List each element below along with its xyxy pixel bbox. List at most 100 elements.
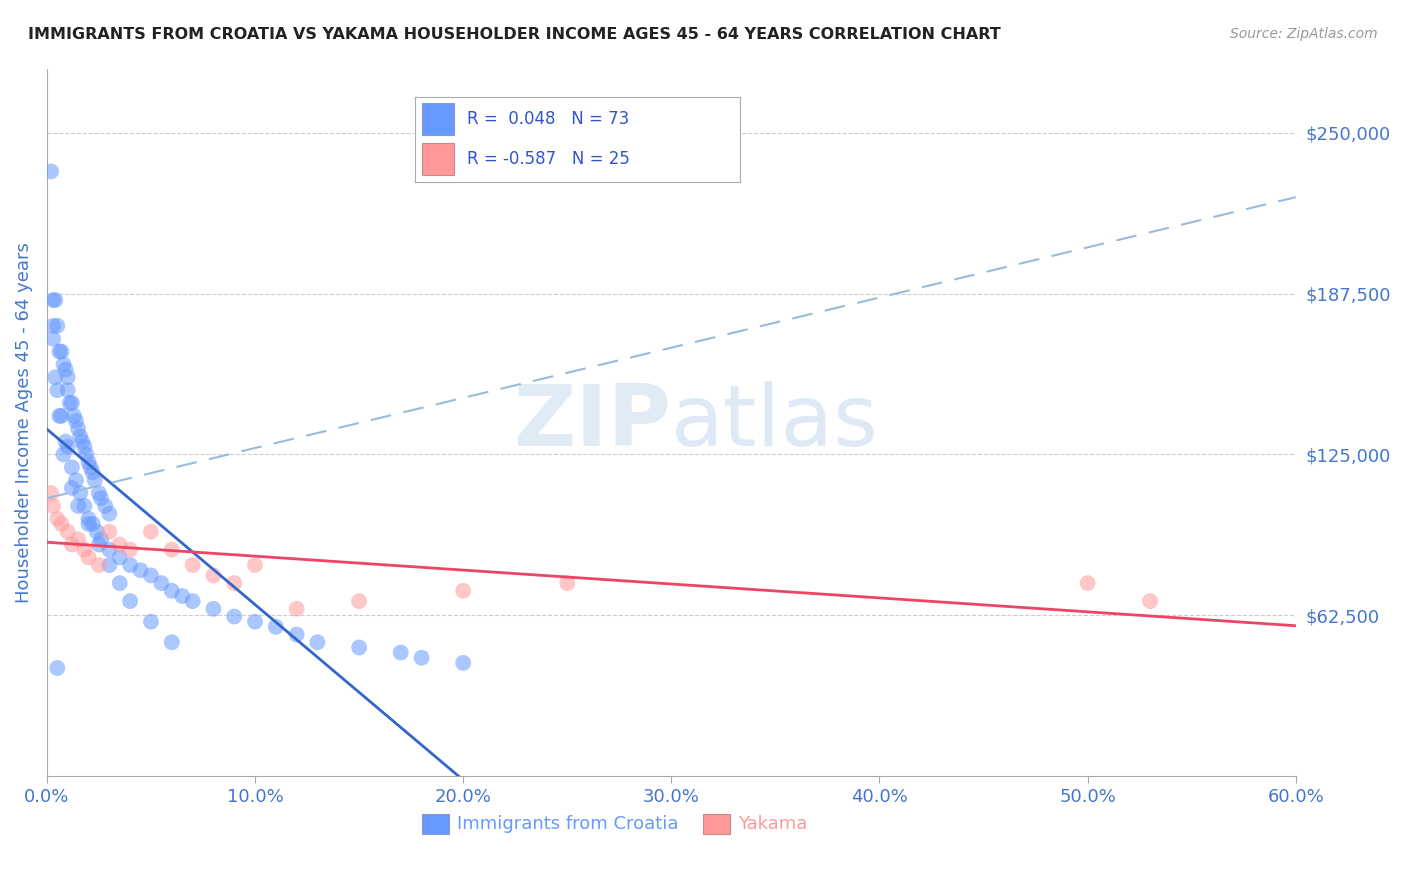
Point: [60, 460, 83, 475]
Point: [108, 576, 131, 591]
Point: [224, 609, 246, 624]
Point: [56, 370, 79, 384]
Point: [56, 440, 79, 454]
Point: [87, 558, 110, 573]
Point: [55, 362, 77, 376]
Point: [46, 318, 69, 333]
Point: [83, 473, 105, 487]
Point: [77, 516, 100, 531]
Point: [67, 533, 90, 547]
Point: [285, 602, 308, 616]
Point: [42, 318, 65, 333]
Point: [87, 486, 110, 500]
Point: [48, 409, 70, 423]
Point: [42, 293, 65, 307]
Point: [65, 414, 87, 428]
Point: [56, 524, 79, 539]
Point: [46, 661, 69, 675]
Point: [65, 473, 87, 487]
Point: [120, 558, 142, 573]
Point: [60, 481, 83, 495]
Point: [42, 499, 65, 513]
Point: [87, 537, 110, 551]
Point: [411, 650, 433, 665]
Point: [73, 499, 96, 513]
Point: [285, 627, 308, 641]
Point: [79, 460, 101, 475]
Y-axis label: Householder Income Ages 45 - 64 years: Householder Income Ages 45 - 64 years: [15, 242, 32, 603]
Point: [181, 558, 204, 573]
FancyBboxPatch shape: [422, 814, 449, 834]
Point: [51, 516, 73, 531]
Point: [42, 332, 65, 346]
Point: [202, 568, 225, 582]
Text: IMMIGRANTS FROM CROATIA VS YAKAMA HOUSEHOLDER INCOME AGES 45 - 64 YEARS CORRELAT: IMMIGRANTS FROM CROATIA VS YAKAMA HOUSEH…: [28, 27, 1001, 42]
Point: [172, 589, 194, 603]
Point: [98, 507, 121, 521]
Point: [160, 542, 183, 557]
Text: Yakama: Yakama: [738, 815, 807, 833]
Point: [264, 620, 287, 634]
Point: [90, 491, 112, 506]
Point: [44, 370, 66, 384]
Point: [82, 466, 104, 480]
Point: [139, 568, 162, 582]
FancyBboxPatch shape: [703, 814, 730, 834]
Text: Source: ZipAtlas.com: Source: ZipAtlas.com: [1230, 27, 1378, 41]
Point: [48, 344, 70, 359]
Point: [94, 499, 117, 513]
Point: [56, 383, 79, 397]
Point: [52, 358, 75, 372]
Point: [39, 164, 62, 178]
Point: [73, 440, 96, 454]
Point: [347, 594, 370, 608]
Point: [150, 576, 173, 591]
Point: [67, 499, 90, 513]
Point: [98, 542, 121, 557]
Point: [224, 576, 246, 591]
Point: [108, 537, 131, 551]
Point: [67, 422, 90, 436]
Point: [51, 409, 73, 423]
Point: [77, 512, 100, 526]
Point: [243, 558, 266, 573]
Point: [90, 533, 112, 547]
Point: [451, 656, 474, 670]
Point: [75, 447, 97, 461]
Point: [555, 576, 578, 591]
Point: [82, 516, 104, 531]
Point: [160, 583, 183, 598]
Point: [202, 602, 225, 616]
Point: [347, 640, 370, 655]
Point: [389, 646, 412, 660]
Text: atlas: atlas: [671, 381, 879, 464]
Point: [46, 383, 69, 397]
Point: [69, 429, 91, 443]
Text: Immigrants from Croatia: Immigrants from Croatia: [457, 815, 678, 833]
Point: [72, 434, 94, 449]
Point: [98, 558, 121, 573]
Point: [1077, 576, 1099, 591]
Point: [73, 542, 96, 557]
Point: [44, 293, 66, 307]
Point: [129, 563, 152, 577]
Point: [98, 524, 121, 539]
Point: [1139, 594, 1161, 608]
Point: [55, 434, 77, 449]
Point: [59, 396, 82, 410]
Point: [108, 550, 131, 565]
Point: [139, 615, 162, 629]
Point: [139, 524, 162, 539]
Text: ZIP: ZIP: [513, 381, 671, 464]
Point: [60, 396, 83, 410]
Point: [243, 615, 266, 629]
Point: [52, 447, 75, 461]
Point: [69, 486, 91, 500]
Point: [77, 550, 100, 565]
Point: [120, 542, 142, 557]
Point: [63, 409, 86, 423]
Point: [451, 583, 474, 598]
Point: [77, 455, 100, 469]
Point: [86, 524, 108, 539]
Point: [51, 344, 73, 359]
